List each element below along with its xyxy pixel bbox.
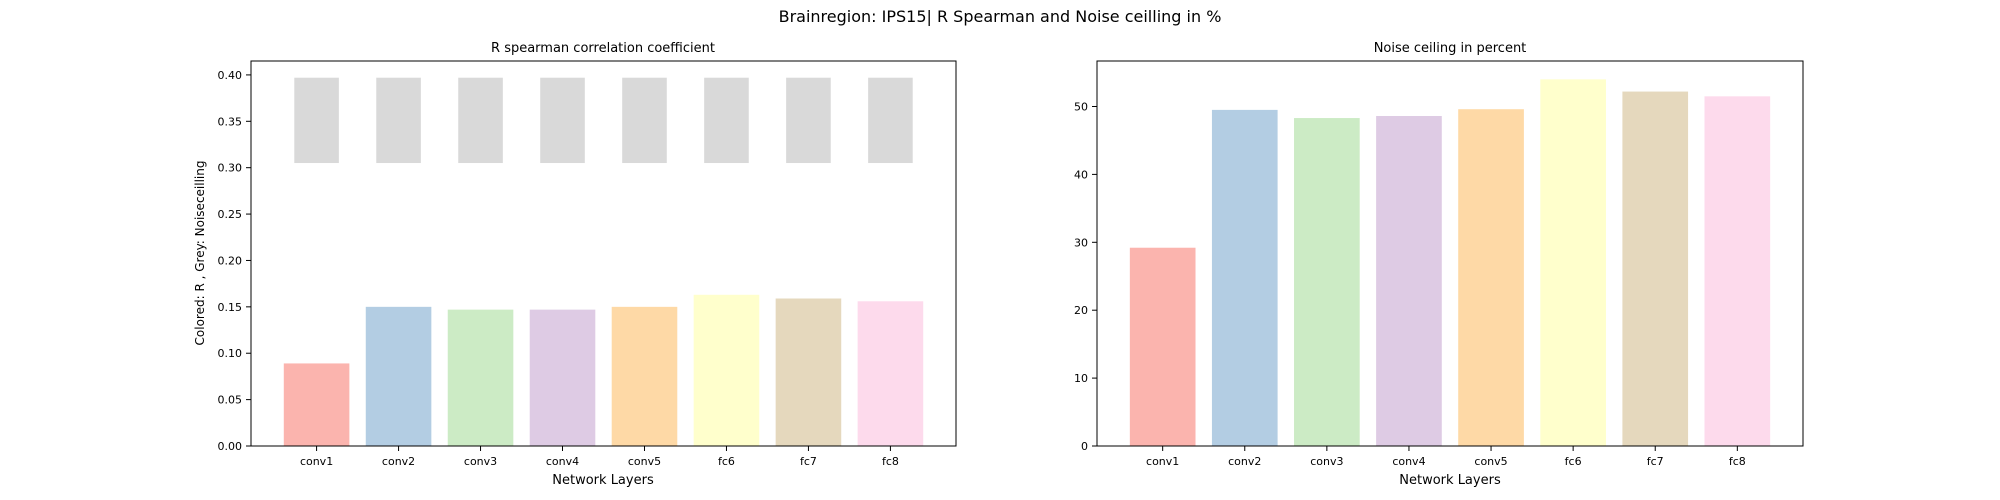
x-tick-label-conv1: conv1 [1146,455,1179,468]
x-tick-label-fc8: fc8 [1729,455,1746,468]
bar-conv3 [447,309,514,446]
bar-fc8 [857,301,924,446]
y-tick-label: 0.40 [218,69,243,82]
noise-ceiling-bar-conv5 [622,77,667,164]
noise-ceiling-bar-conv3 [458,77,503,164]
x-tick-label-conv2: conv2 [382,455,415,468]
noise-ceiling-bar-fc7 [786,77,831,164]
bar-conv1 [1129,247,1196,446]
y-tick-label: 0.15 [218,301,243,314]
chart-noise-ceiling: Noise ceiling in percent Network Layers … [1074,41,1804,488]
noise-ceiling-bar-conv4 [540,77,585,164]
y-tick-label: 0.30 [218,162,243,175]
y-tick-label: 50 [1074,100,1088,113]
y-axis-label: Colored: R , Grey: Noiseceilling [193,161,207,346]
noise-ceiling-bar-fc6 [704,77,749,164]
y-tick-label: 10 [1074,372,1088,385]
y-tick-label: 20 [1074,304,1088,317]
x-tick-label-conv4: conv4 [1392,455,1425,468]
x-tick-label-conv3: conv3 [464,455,497,468]
x-tick-label-conv5: conv5 [1474,455,1507,468]
figure-title: Brainregion: IPS15| R Spearman and Noise… [779,7,1222,26]
bar-fc6 [693,294,760,446]
noise-ceiling-bar-conv1 [294,77,339,164]
y-tick-label: 0.10 [218,347,243,360]
x-tick-label-fc8: fc8 [882,455,899,468]
x-tick-label-fc6: fc6 [718,455,735,468]
bar-conv5 [611,306,678,446]
y-tick-label: 30 [1074,236,1088,249]
bar-conv1 [283,363,350,446]
bar-fc8 [1704,96,1771,446]
bar-fc7 [775,298,842,446]
x-axis-label: Network Layers [1399,473,1501,488]
bar-conv2 [1211,109,1278,446]
x-tick-label-fc6: fc6 [1565,455,1582,468]
bar-fc6 [1540,79,1606,446]
x-tick-label-fc7: fc7 [800,455,817,468]
plot-frame [250,60,957,447]
bar-conv4 [1376,116,1442,446]
y-tick-label: 0.20 [218,254,243,267]
x-tick-label-conv3: conv3 [1310,455,1343,468]
y-tick-label: 40 [1074,168,1088,181]
y-tick-label: 0.35 [218,115,243,128]
x-tick-label-conv4: conv4 [546,455,579,468]
y-tick-label: 0 [1081,440,1088,453]
bar-conv3 [1294,118,1360,446]
noise-ceiling-bar-conv2 [376,77,421,164]
x-tick-label-conv2: conv2 [1228,455,1261,468]
bar-conv4 [529,309,596,446]
y-tick-label: 0.00 [218,440,243,453]
noise-ceiling-bar-fc8 [868,77,913,164]
bar-conv2 [365,306,432,446]
x-tick-label-conv1: conv1 [300,455,333,468]
chart-title: Noise ceiling in percent [1374,41,1527,56]
x-axis-label: Network Layers [552,473,654,488]
plot-frame [1096,60,1804,447]
x-tick-label-fc7: fc7 [1647,455,1664,468]
y-tick-label: 0.05 [218,394,243,407]
x-tick-label-conv5: conv5 [628,455,661,468]
bar-fc7 [1622,91,1689,447]
chart-title: R spearman correlation coefficient [491,41,715,56]
y-tick-label: 0.25 [218,208,243,221]
chart-r-spearman: R spearman correlation coefficient Netwo… [193,41,957,488]
bar-conv5 [1458,109,1524,447]
